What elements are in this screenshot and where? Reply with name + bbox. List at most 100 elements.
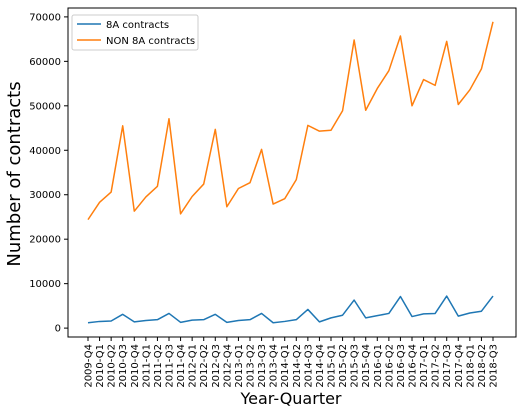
data-point-8a bbox=[330, 317, 332, 319]
y-ticks: 0 10000 20000 30000 40000 50000 60000 70000 bbox=[29, 12, 68, 335]
data-point-non8a bbox=[133, 210, 135, 212]
data-point-8a bbox=[481, 310, 483, 312]
x-ticks: 2009-Q4 2010-Q1 2010-Q2 2010-Q3 2010-Q4 2011-… bbox=[84, 337, 500, 388]
data-point-non8a bbox=[388, 70, 390, 72]
data-point-8a bbox=[133, 321, 135, 323]
data-point-8a bbox=[168, 313, 170, 315]
x-tick-label: 2011-Q4 bbox=[176, 344, 187, 388]
data-point-8a bbox=[446, 295, 448, 297]
data-point-non8a bbox=[342, 110, 344, 112]
data-point-non8a bbox=[145, 196, 147, 198]
data-point-non8a bbox=[214, 129, 216, 131]
data-point-8a bbox=[99, 321, 101, 323]
data-point-non8a bbox=[481, 68, 483, 70]
x-tick-label: 2015-Q4 bbox=[361, 344, 372, 388]
y-axis-label: Number of contracts bbox=[4, 81, 25, 266]
data-point-8a bbox=[295, 319, 297, 321]
data-point-8a bbox=[110, 320, 112, 322]
data-point-8a bbox=[249, 319, 251, 321]
data-point-non8a bbox=[157, 185, 159, 187]
data-point-8a bbox=[307, 309, 309, 311]
x-tick-label: 2015-Q2 bbox=[338, 344, 349, 388]
y-tick-label: 40000 bbox=[29, 146, 61, 157]
data-point-8a bbox=[145, 320, 147, 322]
data-point-8a bbox=[214, 314, 216, 316]
data-point-non8a bbox=[446, 41, 448, 43]
y-tick-label: 0 bbox=[55, 324, 61, 335]
data-point-8a bbox=[122, 314, 124, 316]
data-point-non8a bbox=[330, 129, 332, 131]
series-line-8a bbox=[87, 295, 494, 324]
axes-frame bbox=[67, 7, 517, 338]
data-point-non8a bbox=[87, 219, 89, 221]
x-tick-label: 2013-Q3 bbox=[257, 344, 268, 388]
data-point-non8a bbox=[423, 79, 425, 81]
x-tick-label: 2016-Q2 bbox=[384, 344, 395, 388]
series-layer bbox=[87, 21, 494, 324]
data-point-non8a bbox=[307, 125, 309, 127]
x-tick-label: 2011-Q3 bbox=[165, 344, 176, 388]
x-tick-label: 2014-Q2 bbox=[292, 344, 303, 388]
data-point-non8a bbox=[295, 179, 297, 181]
data-point-8a bbox=[492, 295, 494, 297]
data-point-non8a bbox=[191, 196, 193, 198]
y-tick-label: 10000 bbox=[29, 279, 61, 290]
data-point-8a bbox=[191, 319, 193, 321]
data-point-8a bbox=[226, 322, 228, 324]
data-point-8a bbox=[261, 313, 263, 315]
x-tick-label: 2010-Q1 bbox=[95, 344, 106, 388]
x-tick-label: 2017-Q4 bbox=[454, 344, 465, 388]
data-point-non8a bbox=[434, 85, 436, 87]
y-tick-label: 20000 bbox=[29, 235, 61, 246]
x-tick-label: 2017-Q1 bbox=[419, 344, 430, 388]
data-point-8a bbox=[342, 314, 344, 316]
data-point-non8a bbox=[180, 213, 182, 215]
data-point-8a bbox=[180, 322, 182, 324]
data-point-non8a bbox=[272, 203, 274, 205]
y-tick-label: 50000 bbox=[29, 101, 61, 112]
x-tick-label: 2018-Q2 bbox=[477, 344, 488, 388]
data-point-non8a bbox=[353, 39, 355, 41]
legend-label-8a: 8A contracts bbox=[106, 20, 169, 31]
legend-label-non8a: NON 8A contracts bbox=[106, 36, 195, 47]
data-point-non8a bbox=[457, 104, 459, 106]
data-point-non8a bbox=[203, 183, 205, 185]
x-tick-label: 2013-Q4 bbox=[269, 344, 280, 388]
x-tick-label: 2010-Q3 bbox=[118, 344, 129, 388]
data-point-8a bbox=[388, 313, 390, 315]
x-tick-label: 2016-Q4 bbox=[408, 344, 419, 388]
x-axis-label: Year-Quarter bbox=[239, 389, 341, 408]
data-point-non8a bbox=[469, 89, 471, 91]
data-point-8a bbox=[400, 296, 402, 298]
data-point-8a bbox=[87, 322, 89, 324]
data-point-8a bbox=[469, 312, 471, 314]
series-line-non8a bbox=[87, 21, 494, 221]
data-point-8a bbox=[423, 313, 425, 315]
data-point-8a bbox=[457, 315, 459, 317]
x-tick-label: 2012-Q2 bbox=[199, 344, 210, 388]
x-tick-label: 2017-Q2 bbox=[431, 344, 442, 388]
data-point-non8a bbox=[226, 206, 228, 208]
x-tick-label: 2010-Q2 bbox=[107, 344, 118, 388]
x-tick-label: 2016-Q3 bbox=[396, 344, 407, 388]
data-point-8a bbox=[157, 319, 159, 321]
x-tick-label: 2012-Q3 bbox=[211, 344, 222, 388]
x-tick-label: 2012-Q4 bbox=[222, 344, 233, 388]
y-tick-label: 30000 bbox=[29, 190, 61, 201]
data-point-non8a bbox=[110, 191, 112, 193]
data-point-8a bbox=[353, 299, 355, 301]
data-point-non8a bbox=[249, 182, 251, 184]
data-point-non8a bbox=[99, 201, 101, 203]
x-tick-label: 2014-Q3 bbox=[303, 344, 314, 388]
y-tick-label: 60000 bbox=[29, 57, 61, 68]
data-point-non8a bbox=[261, 149, 263, 151]
x-tick-label: 2010-Q4 bbox=[130, 344, 141, 388]
data-point-non8a bbox=[492, 21, 494, 23]
x-tick-label: 2017-Q3 bbox=[442, 344, 453, 388]
data-point-8a bbox=[319, 321, 321, 323]
x-tick-label: 2012-Q1 bbox=[188, 344, 199, 388]
x-tick-label: 2018-Q1 bbox=[465, 344, 476, 388]
legend-frame bbox=[71, 14, 199, 51]
x-tick-label: 2013-Q1 bbox=[234, 344, 245, 388]
data-point-8a bbox=[203, 319, 205, 321]
